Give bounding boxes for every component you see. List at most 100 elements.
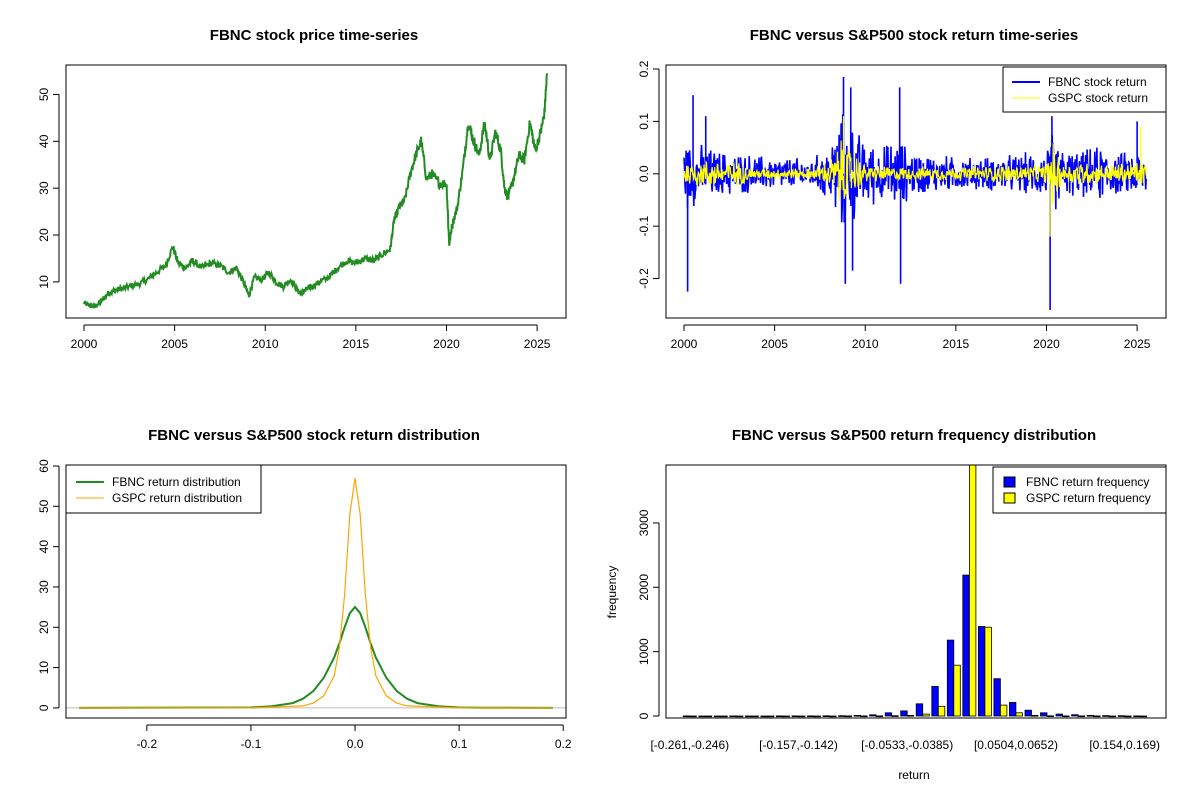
histogram-legend-gspc-label: GSPC return frequency	[1026, 491, 1151, 505]
histogram-y-axis-label: frequency	[605, 566, 619, 619]
price-y-tick-label: 20	[37, 228, 51, 242]
gspc-frequency-bar	[1031, 715, 1039, 717]
fbnc-frequency-bar	[822, 715, 830, 717]
fbnc-frequency-bar	[807, 715, 815, 718]
fbnc-frequency-bar	[791, 715, 799, 718]
returns-y-tick-label: -0.1	[637, 216, 651, 237]
gspc-frequency-bar	[953, 664, 961, 717]
fbnc-frequency-bar	[900, 710, 908, 717]
histogram-x-tick-label: [-0.0533,-0.0385)	[861, 738, 953, 752]
gspc-frequency-bar	[782, 715, 790, 718]
returns-y-tick-label: -0.2	[637, 268, 651, 289]
returns-x-tick-label: 2005	[761, 337, 788, 351]
histogram-chart-title: FBNC versus S&P500 return frequency dist…	[732, 427, 1096, 444]
price-x-ticks: 2000 2005 2010 2015 2020 2025	[71, 324, 551, 351]
density-y-tick-label: 40	[37, 540, 51, 554]
fbnc-frequency-bar	[1055, 713, 1063, 717]
histogram-legend-fbnc-label: FBNC return frequency	[1026, 475, 1149, 489]
returns-y-tick-label: 0.0	[637, 165, 651, 182]
density-x-tick-label: 0.2	[555, 737, 572, 751]
histogram-legend: FBNC return frequency GSPC return freque…	[992, 466, 1167, 514]
density-plot-frame	[65, 464, 567, 719]
gspc-frequency-bar	[689, 715, 697, 718]
density-x-tick-label: -0.1	[241, 737, 262, 751]
price-y-tick-label: 30	[37, 181, 51, 195]
density-y-ticks: 0 10 20 30 40 50 60	[37, 459, 60, 711]
fbnc-frequency-bar	[931, 686, 939, 717]
fbnc-frequency-bar	[993, 678, 1001, 717]
gspc-frequency-bar	[1062, 715, 1070, 718]
returns-chart-title: FBNC versus S&P500 stock return time-ser…	[750, 27, 1078, 44]
gspc-frequency-bar	[1077, 715, 1085, 718]
fbnc-frequency-bar	[729, 715, 737, 718]
returns-x-tick-label: 2025	[1124, 337, 1151, 351]
returns-y-tick-label: 0.2	[637, 60, 651, 77]
gspc-frequency-bar	[704, 715, 713, 718]
gspc-frequency-bar	[969, 464, 977, 717]
price-x-tick-label: 2005	[161, 337, 188, 351]
histogram-x-tick-label: [-0.261,-0.246)	[650, 738, 729, 752]
fbnc-frequency-bar	[1009, 702, 1017, 717]
histogram-x-tick-label: [-0.157,-0.142)	[759, 738, 838, 752]
fbnc-return-line	[683, 114, 1147, 223]
density-x-tick-label: 0.1	[451, 737, 468, 751]
histogram-x-tick-label: [0.154,0.169)	[1089, 738, 1160, 752]
gspc-frequency-bar	[1046, 715, 1054, 717]
density-legend-gspc-label: GSPC return distribution	[112, 491, 242, 505]
price-chart-title: FBNC stock price time-series	[210, 27, 418, 44]
histogram-y-ticks: 0 1000 2000 3000	[637, 509, 660, 719]
density-chart-title: FBNC versus S&P500 stock return distribu…	[148, 427, 480, 444]
histogram-legend-fbnc-swatch	[1003, 476, 1016, 488]
gspc-frequency-bar	[720, 715, 728, 718]
fbnc-frequency-bar	[1117, 715, 1126, 717]
fbnc-frequency-bar	[713, 715, 722, 718]
gspc-frequency-bar	[922, 713, 930, 717]
density-legend-fbnc-label: FBNC return distribution	[112, 475, 241, 489]
density-x-tick-label: 0.0	[347, 737, 364, 751]
price-y-ticks: 10 20 30 40 50	[37, 87, 60, 289]
gspc-frequency-bar	[829, 715, 837, 718]
returns-y-ticks: -0.2 -0.1 0.0 0.1 0.2	[637, 60, 660, 289]
fbnc-frequency-bar	[760, 715, 768, 718]
returns-y-tick-label: 0.1	[637, 113, 651, 130]
gspc-frequency-bar	[860, 715, 868, 718]
gspc-frequency-bar	[1015, 712, 1023, 717]
price-plot-area	[83, 73, 549, 309]
fbnc-frequency-bar	[869, 714, 877, 717]
fbnc-frequency-bar	[1133, 715, 1141, 718]
density-y-tick-label: 50	[37, 499, 51, 513]
fbnc-frequency-bar	[1040, 712, 1048, 717]
fbnc-frequency-bar	[1102, 715, 1110, 717]
price-y-tick-label: 40	[37, 134, 51, 148]
density-y-tick-label: 20	[37, 620, 51, 634]
price-x-tick-label: 2000	[71, 337, 98, 351]
fbnc-frequency-bar	[838, 715, 846, 717]
gspc-frequency-bar	[813, 715, 821, 718]
fbnc-frequency-bar	[682, 715, 691, 718]
price-x-tick-label: 2015	[343, 337, 370, 351]
gspc-frequency-bar	[1000, 704, 1008, 717]
price-x-tick-label: 2010	[252, 337, 279, 351]
histogram-legend-gspc-swatch	[1003, 492, 1016, 504]
returns-chart: FBNC versus S&P500 stock return time-ser…	[637, 27, 1167, 351]
fbnc-frequency-bar	[884, 712, 893, 717]
fbnc-frequency-bar	[698, 715, 706, 718]
density-x-ticks: -0.2 -0.1 0.0 0.1 0.2	[137, 724, 572, 751]
density-y-tick-label: 10	[37, 661, 51, 675]
histogram-plot-frame	[665, 464, 1167, 719]
fbnc-frequency-bar	[776, 715, 784, 718]
density-legend-box	[65, 464, 262, 514]
gspc-frequency-bar	[906, 715, 915, 717]
histogram-y-tick-label: 0	[637, 712, 651, 719]
fbnc-frequency-bar	[915, 703, 924, 717]
density-y-tick-label: 30	[37, 580, 51, 594]
fbnc-frequency-bar	[745, 715, 753, 718]
histogram-y-tick-label: 2000	[637, 574, 651, 601]
price-x-tick-label: 2020	[433, 337, 460, 351]
returns-plot-area	[683, 76, 1147, 310]
gspc-frequency-bar	[767, 715, 775, 718]
gspc-frequency-bar	[937, 705, 946, 717]
fbnc-frequency-bar	[962, 574, 970, 717]
returns-x-tick-label: 2015	[943, 337, 970, 351]
